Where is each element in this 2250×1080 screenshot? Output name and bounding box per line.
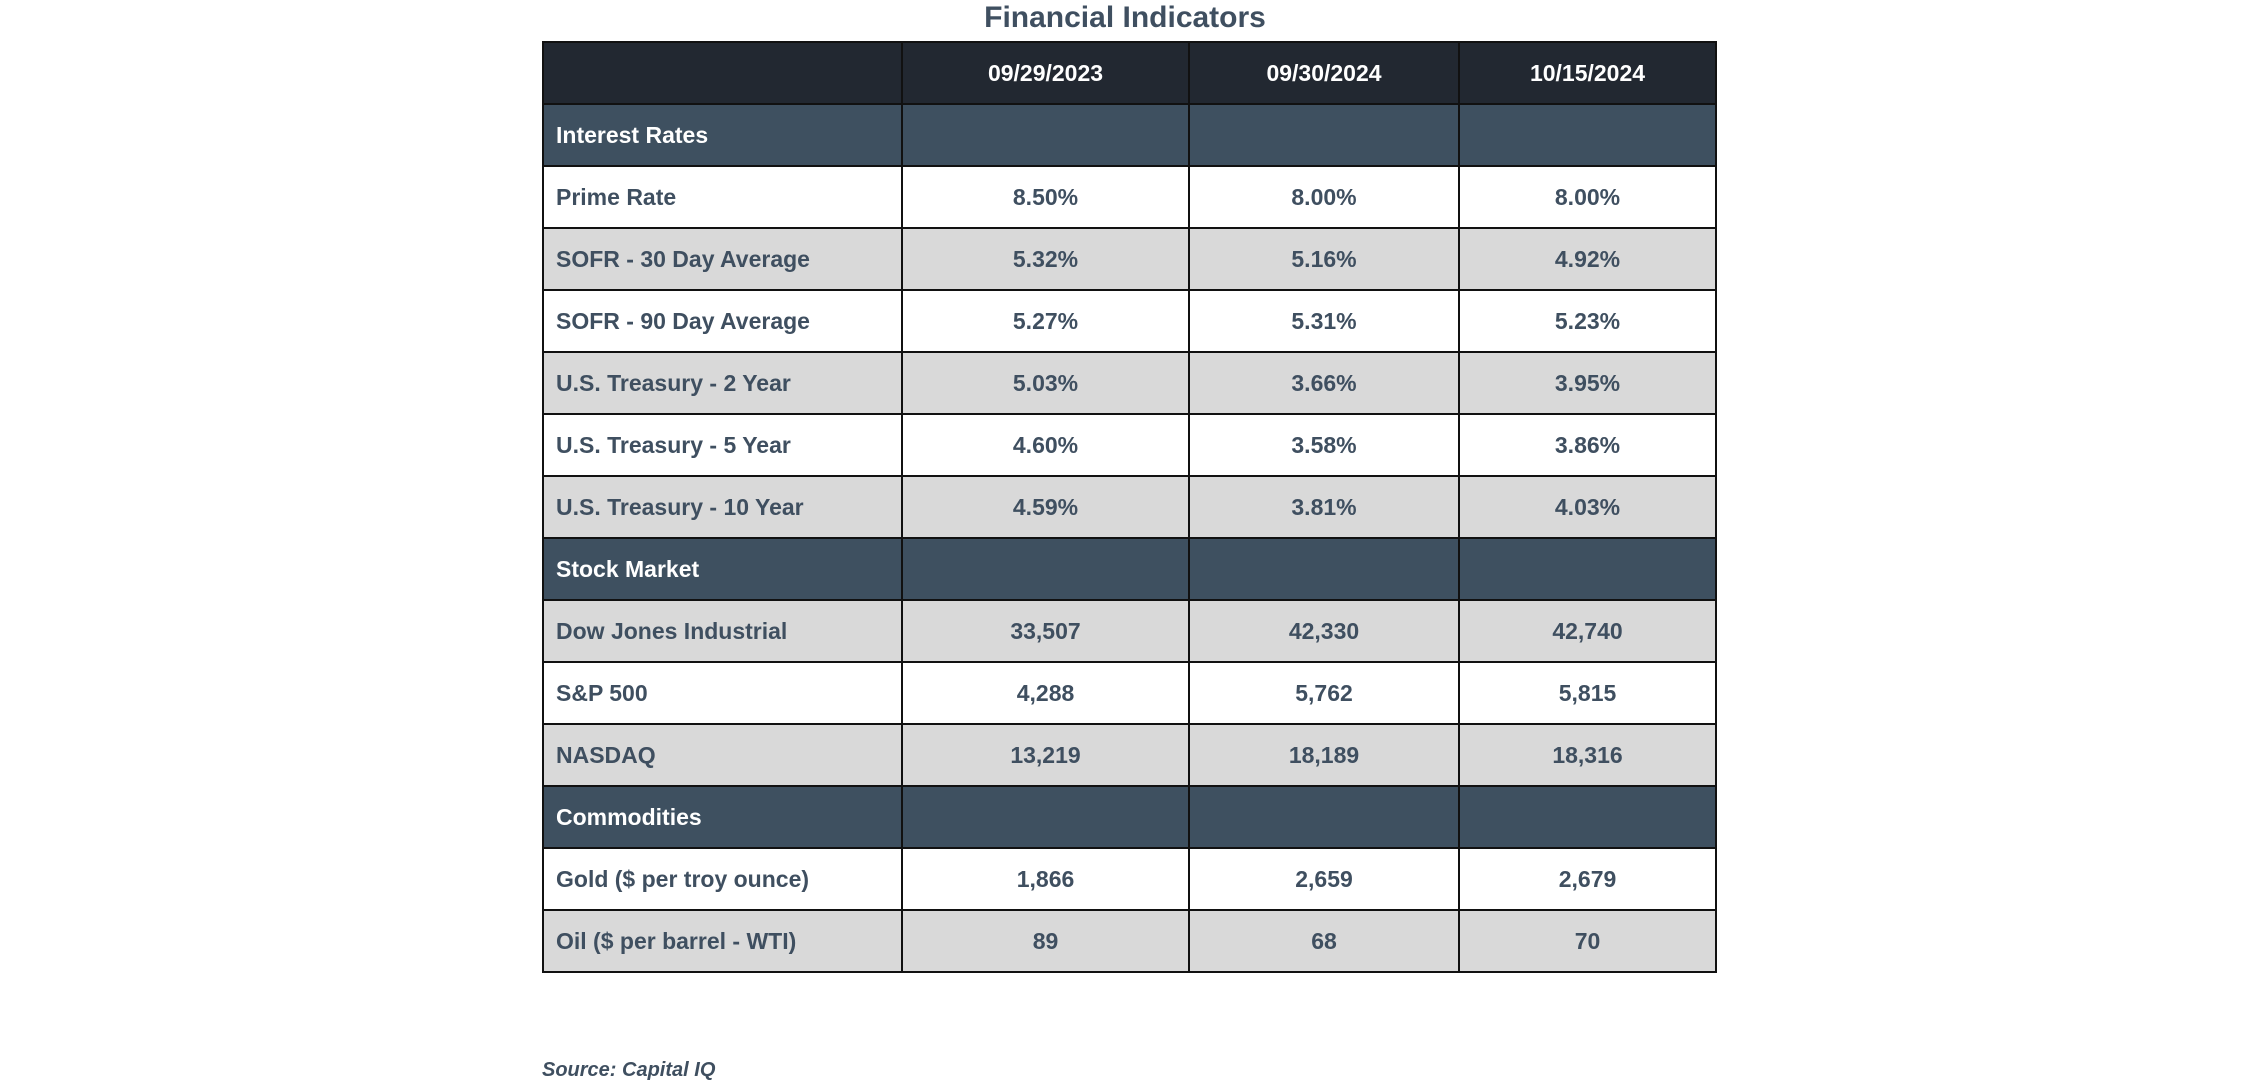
row-value: 5.03% (901, 351, 1190, 415)
row-label: SOFR - 90 Day Average (542, 289, 903, 353)
row-label: U.S. Treasury - 2 Year (542, 351, 903, 415)
table-row: Gold ($ per troy ounce) 1,866 2,659 2,67… (542, 847, 1717, 911)
section-cell (1188, 785, 1460, 849)
row-value: 5.16% (1188, 227, 1460, 291)
header-cell-date: 10/15/2024 (1458, 41, 1717, 105)
header-cell-date: 09/30/2024 (1188, 41, 1460, 105)
header-cell-blank (542, 41, 903, 105)
row-value: 8.00% (1458, 165, 1717, 229)
table-row: U.S. Treasury - 2 Year 5.03% 3.66% 3.95% (542, 351, 1717, 415)
section-row-stock-market: Stock Market (542, 537, 1717, 601)
section-cell (1188, 537, 1460, 601)
row-label: U.S. Treasury - 5 Year (542, 413, 903, 477)
row-label: S&P 500 (542, 661, 903, 725)
section-cell (901, 537, 1190, 601)
table-row: SOFR - 90 Day Average 5.27% 5.31% 5.23% (542, 289, 1717, 353)
table-row: Dow Jones Industrial 33,507 42,330 42,74… (542, 599, 1717, 663)
row-label: U.S. Treasury - 10 Year (542, 475, 903, 539)
section-cell (1458, 785, 1717, 849)
row-label: Oil ($ per barrel - WTI) (542, 909, 903, 973)
row-value: 5,815 (1458, 661, 1717, 725)
row-value: 18,189 (1188, 723, 1460, 787)
header-cell-date: 09/29/2023 (901, 41, 1190, 105)
row-value: 4.03% (1458, 475, 1717, 539)
row-value: 5,762 (1188, 661, 1460, 725)
row-label: Gold ($ per troy ounce) (542, 847, 903, 911)
row-value: 89 (901, 909, 1190, 973)
row-value: 3.81% (1188, 475, 1460, 539)
section-row-interest-rates: Interest Rates (542, 103, 1717, 167)
row-value: 70 (1458, 909, 1717, 973)
row-value: 18,316 (1458, 723, 1717, 787)
row-label: Dow Jones Industrial (542, 599, 903, 663)
row-label: SOFR - 30 Day Average (542, 227, 903, 291)
table-row: SOFR - 30 Day Average 5.32% 5.16% 4.92% (542, 227, 1717, 291)
row-value: 13,219 (901, 723, 1190, 787)
row-value: 3.86% (1458, 413, 1717, 477)
section-label: Commodities (542, 785, 903, 849)
section-cell (1458, 537, 1717, 601)
section-cell (901, 785, 1190, 849)
section-label: Interest Rates (542, 103, 903, 167)
row-value: 4,288 (901, 661, 1190, 725)
table-row: U.S. Treasury - 10 Year 4.59% 3.81% 4.03… (542, 475, 1717, 539)
section-cell (901, 103, 1190, 167)
row-value: 2,679 (1458, 847, 1717, 911)
row-value: 68 (1188, 909, 1460, 973)
financial-indicators-table: 09/29/2023 09/30/2024 10/15/2024 Interes… (542, 41, 1717, 973)
row-value: 33,507 (901, 599, 1190, 663)
table-row: Prime Rate 8.50% 8.00% 8.00% (542, 165, 1717, 229)
row-value: 3.66% (1188, 351, 1460, 415)
row-value: 5.31% (1188, 289, 1460, 353)
row-value: 3.58% (1188, 413, 1460, 477)
row-value: 5.23% (1458, 289, 1717, 353)
row-value: 2,659 (1188, 847, 1460, 911)
table-row: S&P 500 4,288 5,762 5,815 (542, 661, 1717, 725)
section-row-commodities: Commodities (542, 785, 1717, 849)
page-title: Financial Indicators (984, 1, 1266, 34)
row-value: 42,740 (1458, 599, 1717, 663)
table-row: Oil ($ per barrel - WTI) 89 68 70 (542, 909, 1717, 973)
row-value: 1,866 (901, 847, 1190, 911)
section-cell (1458, 103, 1717, 167)
section-cell (1188, 103, 1460, 167)
row-value: 4.59% (901, 475, 1190, 539)
row-value: 42,330 (1188, 599, 1460, 663)
row-value: 8.50% (901, 165, 1190, 229)
row-value: 8.00% (1188, 165, 1460, 229)
row-value: 4.60% (901, 413, 1190, 477)
row-value: 5.32% (901, 227, 1190, 291)
source-note: Source: Capital IQ (542, 1059, 716, 1080)
row-label: NASDAQ (542, 723, 903, 787)
row-label: Prime Rate (542, 165, 903, 229)
table-header-row: 09/29/2023 09/30/2024 10/15/2024 (542, 41, 1717, 105)
row-value: 5.27% (901, 289, 1190, 353)
table-row: NASDAQ 13,219 18,189 18,316 (542, 723, 1717, 787)
row-value: 4.92% (1458, 227, 1717, 291)
table-row: U.S. Treasury - 5 Year 4.60% 3.58% 3.86% (542, 413, 1717, 477)
section-label: Stock Market (542, 537, 903, 601)
row-value: 3.95% (1458, 351, 1717, 415)
